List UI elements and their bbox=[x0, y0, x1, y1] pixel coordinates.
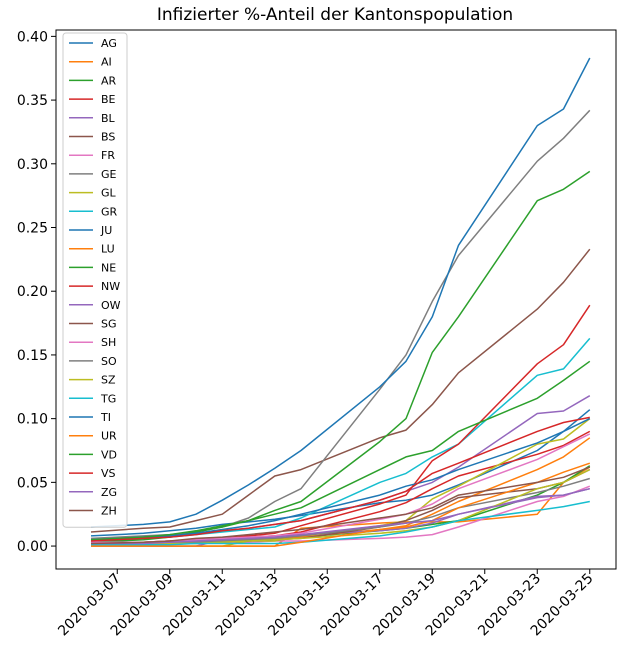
legend-label: TG bbox=[100, 392, 116, 405]
legend-item-ti: TI bbox=[69, 411, 111, 424]
y-tick-label: 0.25 bbox=[17, 221, 48, 237]
plot-area-frame bbox=[55, 29, 617, 570]
legend-item-bl: BL bbox=[69, 112, 116, 125]
series-line-zg bbox=[91, 487, 590, 545]
series-line-zh bbox=[90, 466, 591, 545]
legend-item-zg: ZG bbox=[69, 486, 117, 499]
legend-label: ZG bbox=[101, 486, 117, 499]
legend-item-sz: SZ bbox=[69, 374, 116, 387]
series-line-ge bbox=[90, 109, 591, 540]
series-line-ur bbox=[91, 462, 591, 547]
legend-item-sg: SG bbox=[69, 318, 117, 331]
legend-label: GL bbox=[101, 187, 117, 200]
series-line-vd bbox=[90, 360, 591, 541]
y-axis: 0.00 0.05 0.10 0.15 0.20 0.25 0.30 0.35 0.40 bbox=[17, 29, 56, 555]
y-tick-label: 0.00 bbox=[17, 539, 48, 555]
y-tick-label: 0.10 bbox=[17, 412, 48, 428]
chart-title: Infizierter %-Anteil der Kantonspopulati… bbox=[157, 5, 513, 25]
y-tick-label: 0.35 bbox=[17, 93, 48, 109]
y-tick-label: 0.05 bbox=[17, 475, 48, 491]
legend-item-tg: TG bbox=[69, 392, 116, 405]
legend-label: OW bbox=[101, 299, 121, 312]
legend-item-gr: GR bbox=[69, 205, 118, 218]
series-line-ju bbox=[90, 57, 591, 528]
legend-label: SG bbox=[101, 318, 117, 331]
legend-item-zh: ZH bbox=[69, 505, 117, 518]
series-line-bs bbox=[90, 248, 591, 533]
legend-label: AR bbox=[101, 74, 117, 87]
legend-item-be: BE bbox=[69, 93, 116, 106]
legend-label: BS bbox=[101, 131, 115, 144]
legend-label: LU bbox=[101, 243, 115, 256]
legend-label: VD bbox=[101, 448, 117, 461]
series-line-vs bbox=[90, 416, 590, 542]
legend-item-ag: AG bbox=[69, 37, 117, 50]
legend-item-ne: NE bbox=[69, 261, 116, 274]
legend-label: SO bbox=[101, 355, 117, 368]
legend-label: GE bbox=[101, 168, 117, 181]
legend-item-gl: GL bbox=[69, 187, 117, 200]
legend-item-vs: VS bbox=[69, 467, 116, 480]
legend-label: JU bbox=[100, 224, 112, 237]
legend-label: UR bbox=[101, 430, 117, 443]
series-lines bbox=[90, 57, 591, 547]
legend-label: NW bbox=[101, 280, 120, 293]
legend-item-nw: NW bbox=[69, 280, 120, 293]
y-tick-label: 0.20 bbox=[17, 284, 48, 300]
legend-item-so: SO bbox=[69, 355, 117, 368]
legend-item-lu: LU bbox=[69, 243, 115, 256]
legend-item-bs: BS bbox=[69, 131, 115, 144]
legend-label: ZH bbox=[101, 505, 117, 518]
legend-item-ai: AI bbox=[69, 56, 112, 69]
series-line-nw bbox=[90, 304, 591, 545]
legend-label: GR bbox=[101, 205, 118, 218]
legend-label: SH bbox=[101, 336, 116, 349]
legend-label: BE bbox=[101, 93, 116, 106]
legend-label: AG bbox=[101, 37, 117, 50]
y-tick-label: 0.40 bbox=[17, 29, 48, 45]
legend-label: TI bbox=[100, 411, 111, 424]
legend: AG AI AR BE BL BS FR GE GL GR JU LU NE NW OW SG SH SO SZ TG… bbox=[62, 32, 128, 528]
legend-item-ar: AR bbox=[69, 74, 117, 87]
legend-item-ju: JU bbox=[69, 224, 112, 237]
x-axis: 2020-03-072020-03-092020-03-112020-03-13… bbox=[55, 569, 597, 639]
series-line-sz bbox=[91, 468, 591, 546]
legend-item-ow: OW bbox=[69, 299, 121, 312]
legend-label: BL bbox=[101, 112, 116, 125]
series-line-ti bbox=[90, 417, 591, 541]
legend-label: VS bbox=[101, 467, 116, 480]
legend-label: FR bbox=[101, 149, 115, 162]
legend-item-sh: SH bbox=[69, 336, 116, 349]
legend-item-vd: VD bbox=[69, 448, 117, 461]
legend-label: AI bbox=[101, 56, 112, 69]
legend-label: SZ bbox=[101, 374, 116, 387]
legend-item-ur: UR bbox=[69, 430, 117, 443]
legend-item-fr: FR bbox=[69, 149, 115, 162]
legend-label: NE bbox=[101, 261, 116, 274]
y-tick-label: 0.30 bbox=[17, 157, 48, 173]
y-tick-label: 0.15 bbox=[17, 348, 48, 364]
legend-item-ge: GE bbox=[69, 168, 117, 181]
legend-box bbox=[62, 32, 128, 528]
